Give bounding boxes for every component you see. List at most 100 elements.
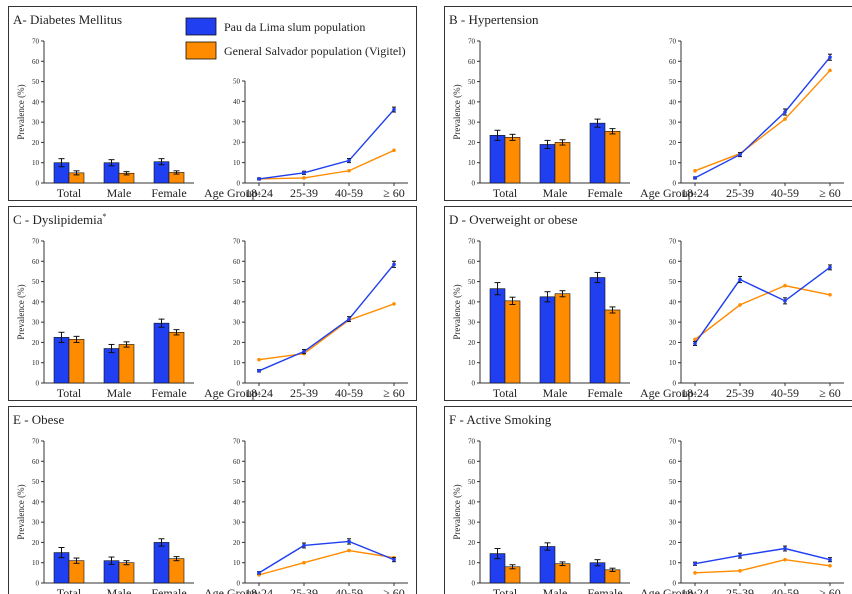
line-y-tick-label: 70 bbox=[669, 238, 677, 246]
bar-category-label: Male bbox=[107, 186, 132, 200]
age-group-label: ≥ 60 bbox=[383, 586, 405, 594]
bar-y-tick-label: 50 bbox=[32, 278, 40, 286]
age-group-label: 40-59 bbox=[335, 186, 363, 200]
point-general bbox=[828, 68, 832, 73]
bar-y-tick-label: 30 bbox=[32, 119, 40, 127]
bar-y-tick-label: 10 bbox=[468, 159, 476, 167]
line-y-tick-label: 30 bbox=[233, 319, 241, 327]
bar-y-label: Prevalence (%) bbox=[16, 84, 26, 139]
point-slum bbox=[302, 171, 306, 175]
bar-category-label: Female bbox=[587, 586, 622, 594]
line-y-tick-label: 30 bbox=[669, 119, 677, 127]
bar-y-tick-label: 30 bbox=[32, 519, 40, 527]
age-group-label: 40-59 bbox=[335, 586, 363, 594]
point-general bbox=[783, 283, 787, 288]
age-group-label: ≥ 60 bbox=[819, 186, 841, 200]
line-y-tick-label: 0 bbox=[237, 580, 241, 588]
bar-category-label: Male bbox=[543, 186, 568, 200]
point-slum bbox=[693, 341, 697, 346]
point-slum bbox=[738, 553, 742, 558]
bar-category-label: Total bbox=[57, 186, 82, 200]
line-y-tick-label: 40 bbox=[233, 498, 241, 506]
line-y-tick-label: 50 bbox=[233, 478, 241, 486]
bar-y-tick-label: 10 bbox=[32, 559, 40, 567]
point-general bbox=[693, 571, 697, 575]
point-slum bbox=[257, 571, 261, 575]
bar-category-label: Male bbox=[107, 586, 132, 594]
bar-y-label: Prevalence (%) bbox=[16, 284, 26, 339]
bar-slum bbox=[539, 144, 556, 184]
bar-category-label: Total bbox=[493, 186, 518, 200]
age-group-label: 25-39 bbox=[726, 586, 754, 594]
line-y-tick-label: 40 bbox=[669, 298, 677, 306]
panel-border bbox=[444, 6, 852, 201]
bar-category-label: Female bbox=[587, 186, 622, 200]
bar-y-tick-label: 30 bbox=[468, 119, 476, 127]
bar-slum bbox=[539, 546, 556, 584]
line-y-tick-label: 70 bbox=[669, 38, 677, 46]
point-slum bbox=[738, 152, 742, 157]
bar-y-tick-label: 20 bbox=[32, 139, 40, 147]
point-slum bbox=[828, 557, 832, 562]
bar-y-tick-label: 70 bbox=[468, 438, 476, 446]
panel-C: C - Dyslipidemia* 0 10 20 30 40 50 60 70 Prevalen… bbox=[8, 206, 417, 401]
line-y-tick-label: 20 bbox=[233, 539, 241, 547]
bar-category-label: Female bbox=[151, 586, 186, 594]
line-y-tick-label: 0 bbox=[673, 380, 677, 388]
age-group-label: 25-39 bbox=[290, 586, 318, 594]
bar-y-tick-label: 0 bbox=[36, 380, 40, 388]
bar-category-label: Total bbox=[57, 386, 82, 400]
line-y-tick-label: 60 bbox=[233, 458, 241, 466]
point-general bbox=[783, 117, 787, 121]
bar-y-tick-label: 60 bbox=[32, 258, 40, 266]
point-general bbox=[257, 357, 261, 362]
bar-slum bbox=[589, 277, 606, 384]
bar-y-tick-label: 0 bbox=[472, 380, 476, 388]
age-group-prefix: Age Group: bbox=[640, 386, 697, 400]
age-group-prefix: Age Group: bbox=[640, 586, 697, 594]
panel-border bbox=[8, 406, 417, 594]
bar-y-tick-label: 10 bbox=[32, 359, 40, 367]
bar-general bbox=[554, 293, 571, 384]
age-group-label: ≥ 60 bbox=[819, 386, 841, 400]
bar-y-tick-label: 40 bbox=[32, 298, 40, 306]
bar-general bbox=[118, 344, 135, 384]
bar-y-tick-label: 40 bbox=[468, 298, 476, 306]
panel-D: D - Overweight or obese 0 10 20 30 40 50 60 70 Pr… bbox=[444, 206, 852, 401]
bar-y-tick-label: 60 bbox=[468, 458, 476, 466]
bar-general bbox=[168, 331, 185, 384]
line-y-tick-label: 40 bbox=[669, 498, 677, 506]
line-y-tick-label: 20 bbox=[233, 339, 241, 347]
bar-y-tick-label: 20 bbox=[468, 539, 476, 547]
bar-y-tick-label: 50 bbox=[468, 278, 476, 286]
point-slum bbox=[828, 265, 832, 270]
age-group-label: 18-24 bbox=[245, 586, 273, 594]
age-group-label: ≥ 60 bbox=[383, 386, 405, 400]
point-general bbox=[738, 303, 742, 307]
series-general-line bbox=[258, 303, 395, 361]
age-group-label: 25-39 bbox=[726, 386, 754, 400]
bar-general bbox=[504, 137, 521, 184]
bar-y-tick-label: 30 bbox=[468, 519, 476, 527]
point-slum bbox=[302, 543, 306, 548]
line-y-tick-label: 40 bbox=[233, 98, 241, 106]
line-y-tick-label: 70 bbox=[233, 238, 241, 246]
panel-E: E - Obese 0 10 20 30 40 50 60 70 Prevalence (%) To… bbox=[8, 406, 417, 594]
line-y-tick-label: 60 bbox=[669, 58, 677, 66]
bar-category-label: Total bbox=[493, 386, 518, 400]
bar-y-tick-label: 10 bbox=[32, 159, 40, 167]
bar-y-label: Prevalence (%) bbox=[16, 484, 26, 539]
bar-general bbox=[68, 560, 85, 584]
line-y-tick-label: 20 bbox=[669, 139, 677, 147]
point-slum bbox=[257, 369, 261, 373]
panel-B: B - Hypertension 0 10 20 30 40 50 60 70 Prevalenc… bbox=[444, 6, 852, 201]
bar-y-tick-label: 40 bbox=[32, 98, 40, 106]
bar-slum bbox=[589, 122, 606, 184]
point-slum bbox=[392, 262, 396, 267]
bar-y-tick-label: 20 bbox=[32, 339, 40, 347]
panel-title: B - Hypertension bbox=[449, 12, 539, 27]
bar-y-tick-label: 20 bbox=[468, 339, 476, 347]
line-y-tick-label: 0 bbox=[237, 180, 241, 188]
point-slum bbox=[693, 561, 697, 566]
